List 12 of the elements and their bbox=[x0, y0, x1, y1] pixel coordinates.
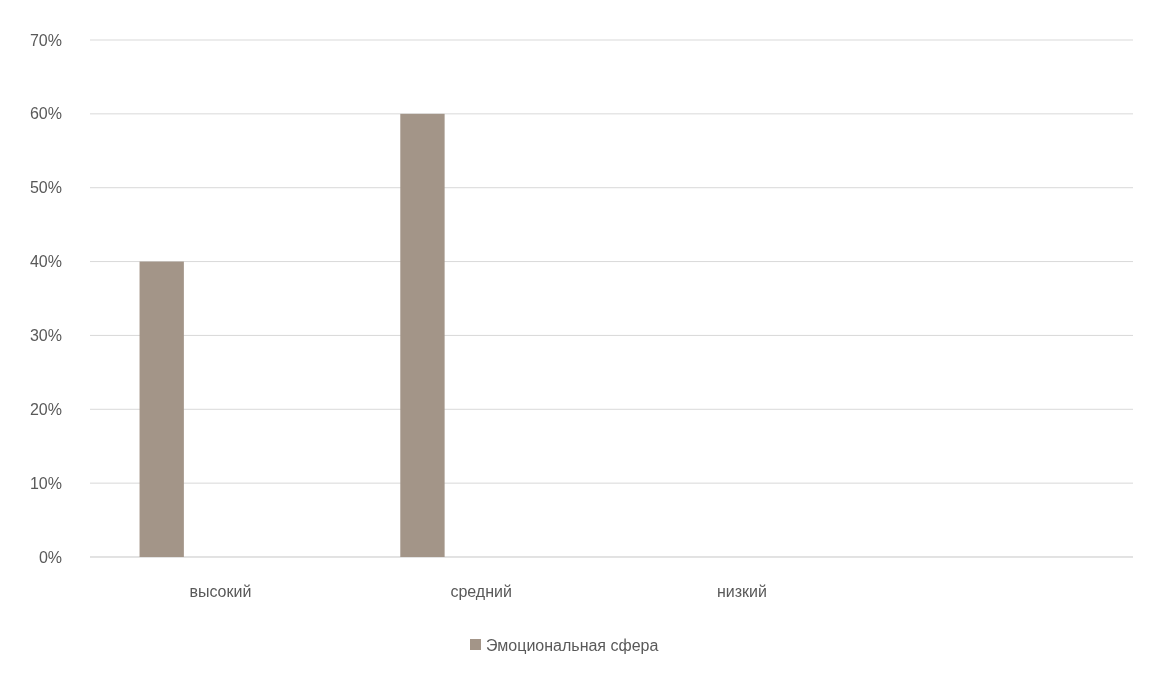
legend-label: Эмоциональная сфера bbox=[486, 636, 659, 654]
y-tick-label: 10% bbox=[29, 474, 62, 492]
y-tick-label: 70% bbox=[29, 31, 62, 49]
x-tick-label: низкий bbox=[716, 583, 767, 600]
y-tick-label: 40% bbox=[29, 253, 62, 271]
y-tick-label: 60% bbox=[29, 105, 62, 123]
y-tick-label: 50% bbox=[29, 179, 62, 197]
y-tick-label: 20% bbox=[29, 400, 62, 418]
y-tick-label: 30% bbox=[29, 327, 62, 345]
y-tick-label: 0% bbox=[38, 548, 62, 566]
x-tick-label: средний bbox=[450, 583, 512, 600]
x-tick-label: высокий bbox=[189, 583, 252, 600]
